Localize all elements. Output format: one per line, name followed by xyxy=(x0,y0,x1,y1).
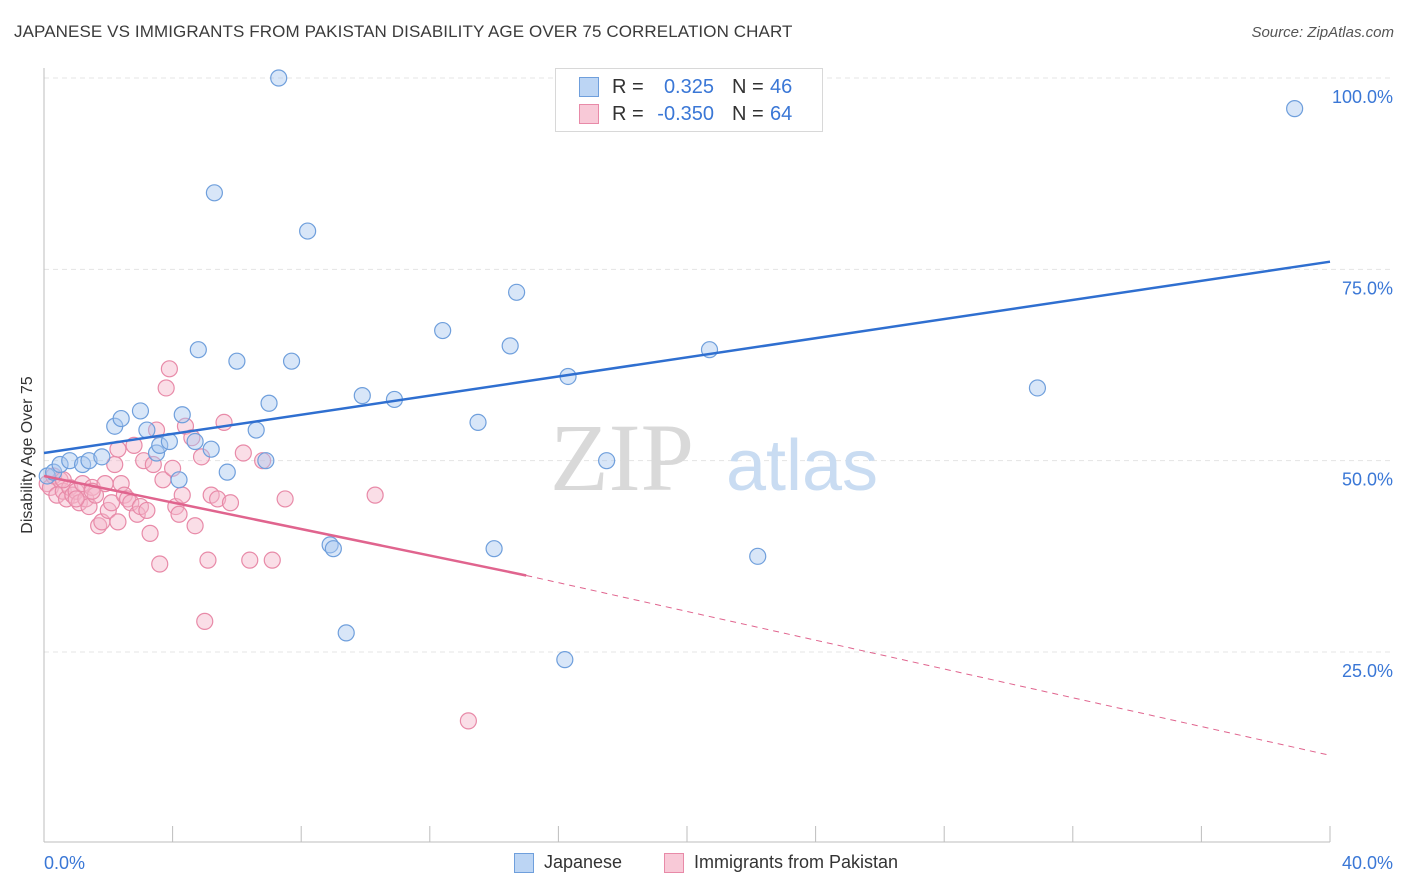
japanese-point xyxy=(257,452,275,470)
chart-title: JAPANESE VS IMMIGRANTS FROM PAKISTAN DIS… xyxy=(14,22,793,41)
legend-label-japanese: Japanese xyxy=(544,852,623,872)
japanese-point xyxy=(228,352,246,370)
y-tick-label: 50.0% xyxy=(1342,470,1393,490)
stats-legend: R = 0.325 N = 46 R = -0.350 N = 64 xyxy=(555,68,823,132)
stats-row-japanese: R = 0.325 N = 46 xyxy=(556,73,792,101)
legend-label-pakistan: Immigrants from Pakistan xyxy=(694,852,899,872)
japanese-point xyxy=(1028,379,1047,397)
pakistan-point xyxy=(157,379,175,397)
legend-item-pakistan[interactable]: Immigrants from Pakistan xyxy=(664,852,898,873)
japanese-point xyxy=(51,455,69,474)
japanese-point xyxy=(434,321,452,340)
japanese-point xyxy=(485,540,503,558)
japanese-point xyxy=(469,413,487,431)
japanese-legend-swatch xyxy=(514,852,534,873)
watermark-zip: ZIP xyxy=(550,404,694,511)
japanese-point xyxy=(61,452,79,470)
japanese-points xyxy=(38,69,1304,669)
r-label: R = xyxy=(612,75,644,98)
y-tick-labels: 25.0% 50.0% 75.0% 100.0% xyxy=(1332,87,1393,681)
japanese-point xyxy=(170,471,188,489)
pakistan-point xyxy=(173,486,191,504)
japanese-point xyxy=(260,394,278,412)
japanese-point xyxy=(749,547,767,565)
pakistan-point xyxy=(366,486,384,504)
japanese-point xyxy=(247,421,265,439)
pakistan-legend-swatch xyxy=(664,852,684,873)
japanese-point xyxy=(189,341,207,359)
pakistan-swatch xyxy=(579,104,599,124)
r-value-japanese: 0.325 xyxy=(663,75,714,98)
japanese-point xyxy=(186,432,204,451)
pakistan-point xyxy=(109,513,127,531)
japanese-point xyxy=(501,337,519,355)
pakistan-point xyxy=(199,551,217,569)
japanese-point xyxy=(282,352,301,370)
pakistan-point xyxy=(135,452,153,470)
r-label: R = xyxy=(612,102,644,125)
pakistan-point xyxy=(102,494,121,512)
pakistan-point xyxy=(276,490,294,508)
pakistan-point xyxy=(221,494,240,512)
japanese-point xyxy=(556,651,574,669)
x-tick-label: 0.0% xyxy=(44,853,85,873)
x-tick-labels: 0.0% 40.0% xyxy=(44,853,1393,873)
japanese-point xyxy=(324,540,342,558)
japanese-point xyxy=(202,440,220,458)
y-tick-label: 75.0% xyxy=(1342,278,1393,298)
pakistan-points xyxy=(38,360,477,730)
source-label: Source: ZipAtlas.com xyxy=(1251,24,1394,41)
pakistan-point xyxy=(141,524,159,542)
y-axis-label: Disability Age Over 75 xyxy=(19,376,36,534)
pakistan-trend-line xyxy=(43,474,527,577)
pakistan-point xyxy=(209,490,227,508)
pakistan-point xyxy=(196,612,214,630)
r-value-pakistan: -0.350 xyxy=(657,102,714,125)
y-tick-label: 25.0% xyxy=(1342,661,1393,681)
stats-row-pakistan: R = -0.350 N = 64 xyxy=(556,100,792,128)
japanese-point xyxy=(173,406,191,424)
pakistan-point xyxy=(241,551,259,569)
n-label: N = xyxy=(732,102,764,125)
pakistan-point xyxy=(138,501,156,520)
pakistan-point xyxy=(234,444,252,462)
pakistan-point xyxy=(170,505,188,523)
n-value-japanese: 46 xyxy=(770,75,793,98)
axes xyxy=(43,68,1331,843)
japanese-point xyxy=(93,448,111,466)
japanese-point xyxy=(112,409,130,428)
japanese-point xyxy=(337,624,355,642)
japanese-trend-line xyxy=(43,260,1331,455)
x-tick-label: 40.0% xyxy=(1342,853,1393,873)
japanese-point xyxy=(299,222,317,240)
japanese-point xyxy=(598,452,616,470)
japanese-point xyxy=(218,463,236,481)
pakistan-point xyxy=(186,517,204,535)
japanese-point xyxy=(508,283,526,301)
watermark: ZIP atlas xyxy=(550,404,878,511)
pakistan-point xyxy=(160,360,178,378)
n-label: N = xyxy=(732,75,764,98)
japanese-point xyxy=(80,452,98,470)
n-value-pakistan: 64 xyxy=(770,102,793,125)
pakistan-trend-extension xyxy=(526,574,1331,756)
y-tick-label: 100.0% xyxy=(1332,87,1393,107)
japanese-point xyxy=(270,69,288,87)
pakistan-point xyxy=(67,490,85,508)
legend-item-japanese[interactable]: Japanese xyxy=(514,852,622,873)
japanese-point xyxy=(1286,100,1304,118)
trend-lines xyxy=(43,260,1331,756)
japanese-point xyxy=(131,402,150,420)
japanese-point xyxy=(353,387,371,405)
japanese-swatch xyxy=(579,77,599,97)
watermark-atlas: atlas xyxy=(726,426,878,506)
pakistan-point xyxy=(151,555,169,573)
pakistan-point xyxy=(263,551,281,569)
pakistan-point xyxy=(459,712,477,730)
japanese-point xyxy=(151,436,169,454)
japanese-point xyxy=(205,184,223,202)
